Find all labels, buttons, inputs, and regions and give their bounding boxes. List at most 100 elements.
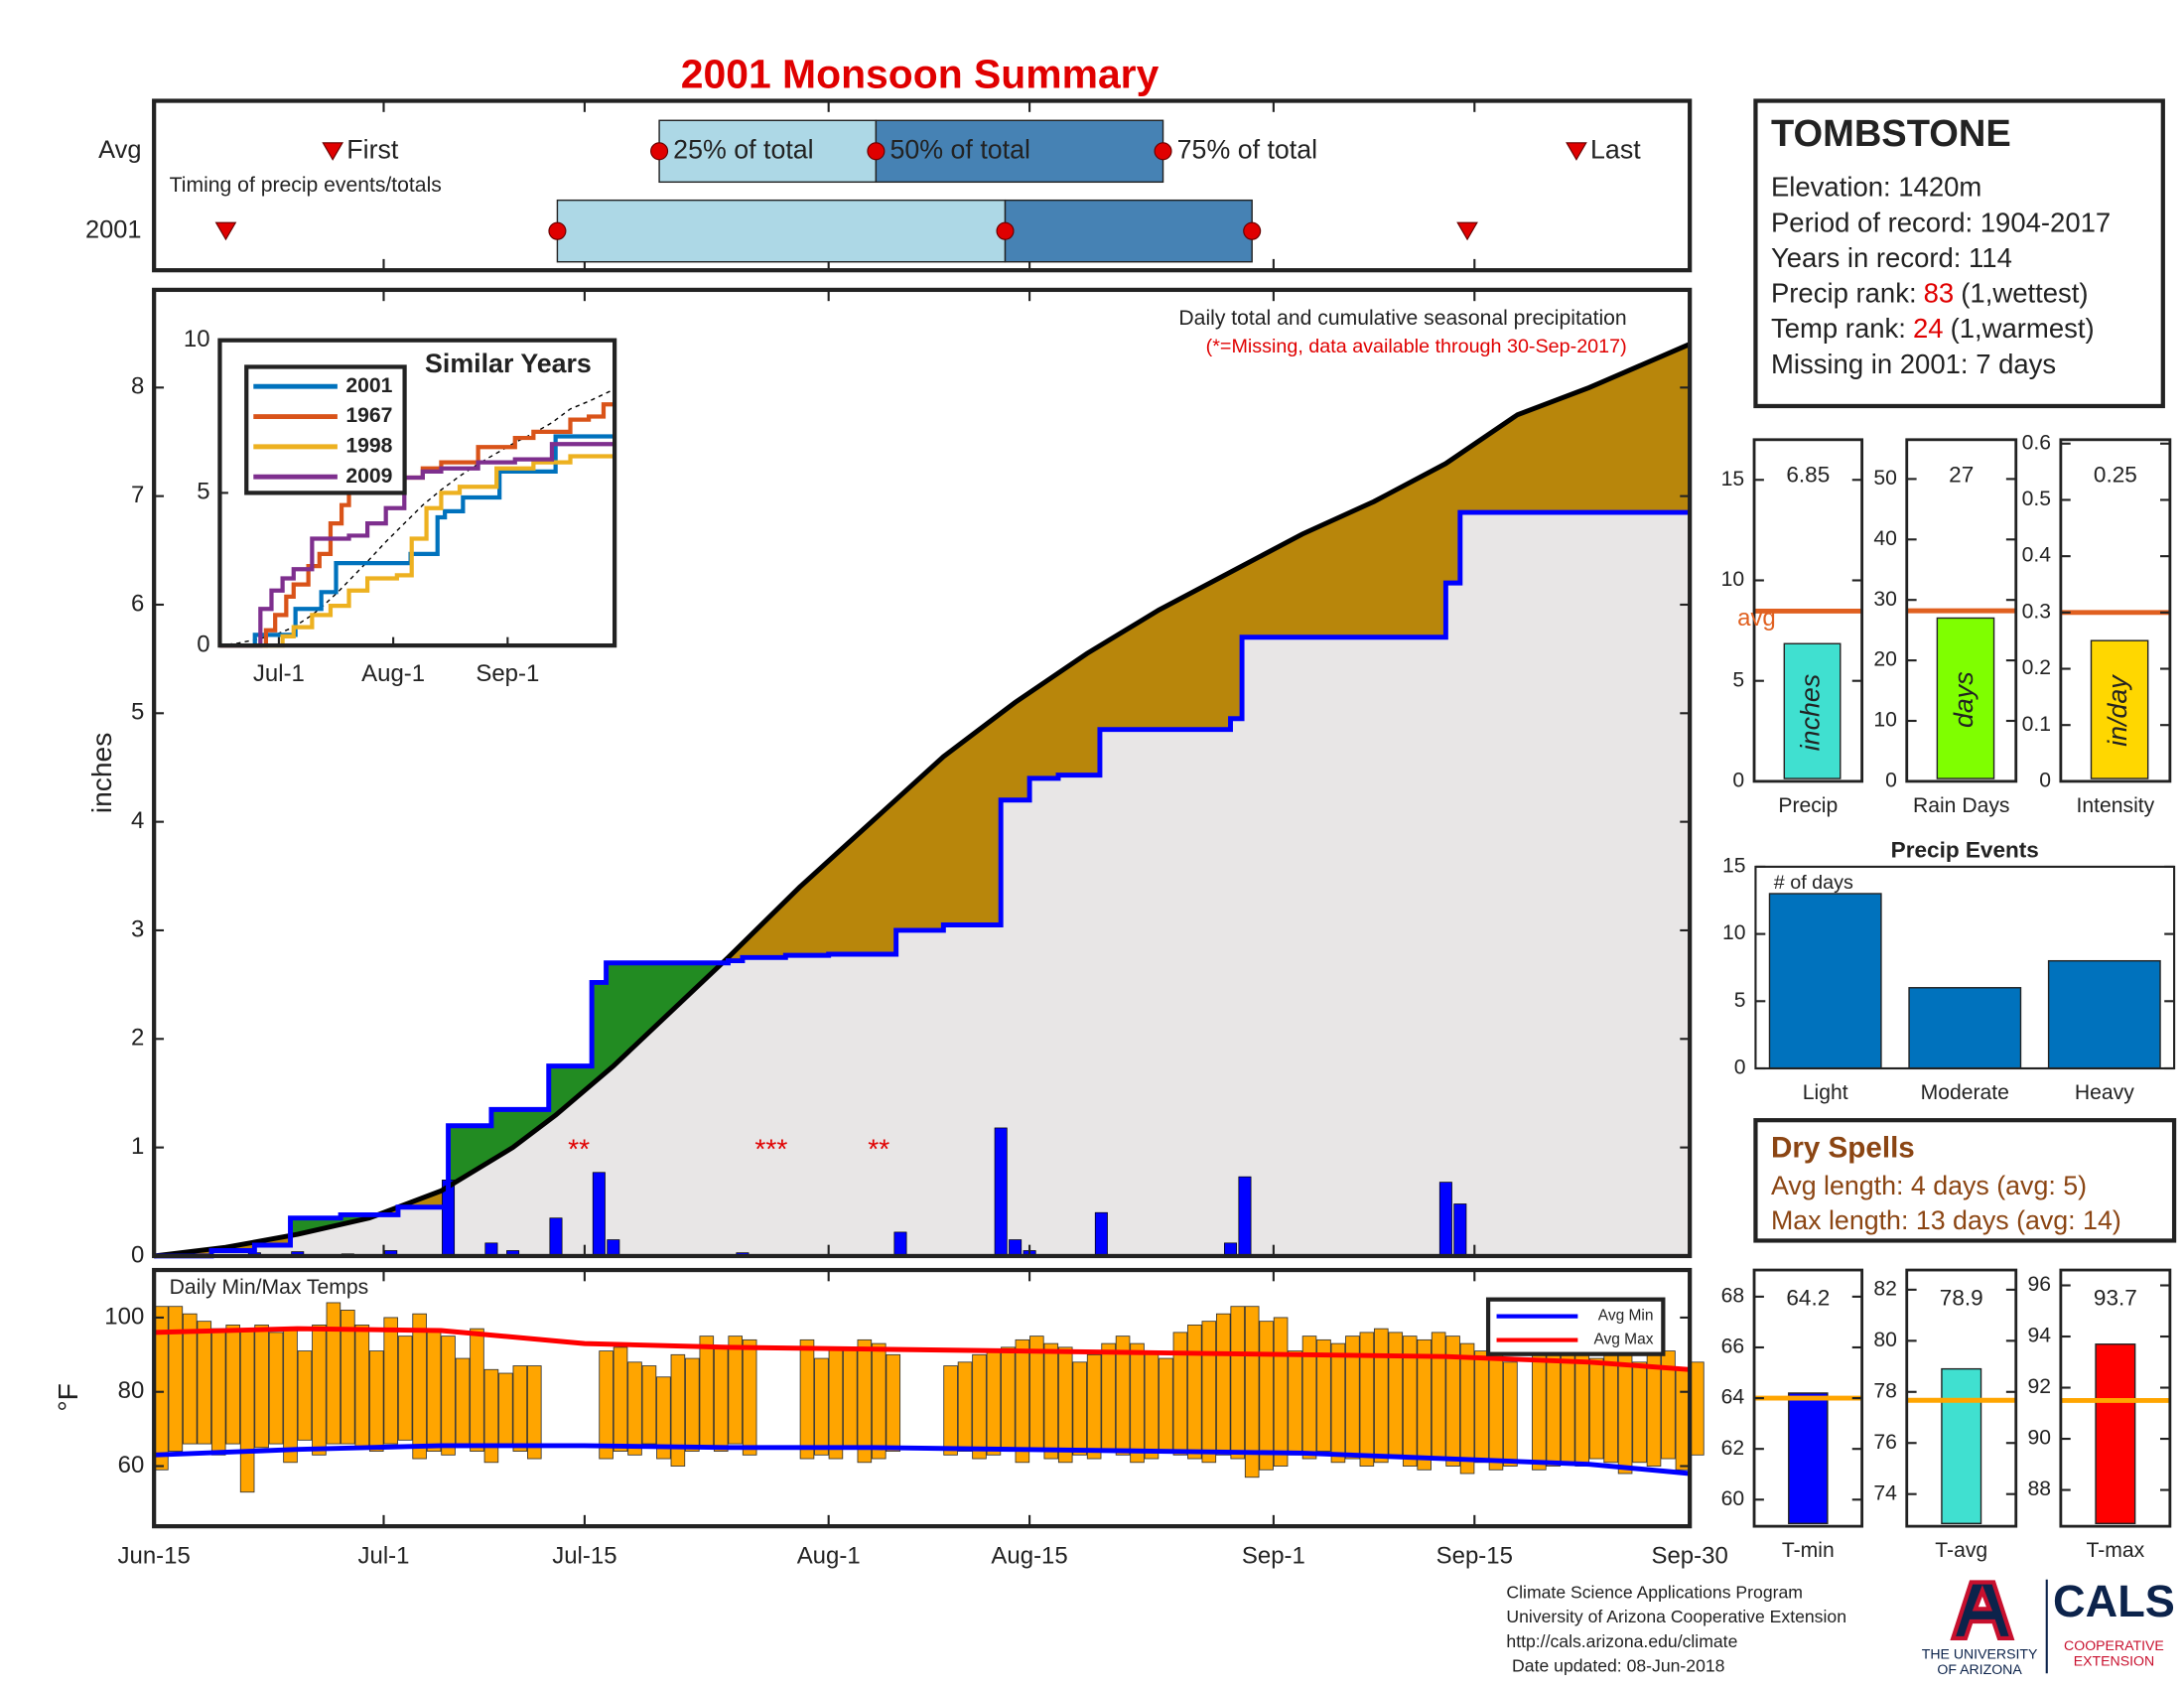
temp-bar: [1230, 1306, 1246, 1460]
row-label: 2001: [85, 215, 141, 243]
temp-bar: [627, 1361, 642, 1456]
temp-bar: [1345, 1336, 1360, 1460]
y-tick-label: 20: [1873, 648, 1897, 671]
y-tick-label: 66: [1721, 1336, 1745, 1358]
temp-bar: [814, 1357, 829, 1456]
marker: [867, 142, 886, 161]
temp-bar: [1445, 1336, 1460, 1467]
value-label: 64.2: [1786, 1286, 1830, 1311]
station-line: Elevation: 1420m: [1771, 172, 1981, 203]
y-tick-label: 80: [1873, 1329, 1897, 1351]
axes-box: [2059, 1268, 2172, 1528]
unit-label: in/day: [2103, 674, 2132, 747]
temp-bar: [857, 1338, 873, 1464]
temp-bar: [254, 1324, 269, 1449]
temp-bar: [168, 1306, 184, 1452]
marker: [1566, 142, 1587, 161]
temp-bar: [1244, 1306, 1260, 1478]
temp-bar: [599, 1350, 614, 1460]
y-tick-label: 5: [1734, 989, 1746, 1012]
marker: [1243, 221, 1262, 240]
x-tick-label: Sep-30: [1652, 1542, 1728, 1569]
axes-box: [1905, 1268, 2018, 1528]
station-box: [1753, 98, 2165, 409]
y-tick-label: 88: [2027, 1477, 2051, 1500]
value-label: 6.85: [1786, 462, 1830, 487]
temp-bar: [527, 1365, 542, 1460]
temp-bar: [656, 1376, 671, 1460]
inset-title: Similar Years: [425, 349, 592, 378]
temp-bar: [1417, 1338, 1432, 1471]
y-tick-label: 2: [131, 1025, 144, 1052]
temp-bar: [1488, 1353, 1504, 1471]
temp-bar: [728, 1336, 743, 1445]
y-tick-label: 100: [104, 1303, 144, 1330]
legend-label: 2009: [345, 465, 392, 488]
temp-bar: [268, 1332, 284, 1445]
daily-bar: [994, 1127, 1008, 1257]
daily-bar: [1238, 1176, 1252, 1257]
y-tick-label: 60: [118, 1452, 145, 1478]
y-tick-label: 5: [1732, 668, 1744, 691]
legend-label: Avg Max: [1593, 1332, 1653, 1348]
marker: [214, 221, 237, 241]
y-tick-label: 76: [1873, 1431, 1897, 1454]
temp-bar: [713, 1346, 729, 1452]
station-rank: 83: [1924, 278, 1955, 309]
annotation: Timing of precip events/totals: [170, 174, 442, 197]
station-note: (1,wettest): [1961, 278, 2088, 309]
temp-bar: [225, 1324, 240, 1445]
y-tick-label: 0: [1885, 769, 1897, 791]
bar: [2095, 1343, 2136, 1525]
chart-title: Precip Events: [1891, 837, 2039, 862]
temp-bar: [512, 1365, 528, 1452]
temp-bar: [957, 1361, 973, 1452]
temp-bar: [1632, 1361, 1647, 1464]
marker: [996, 221, 1015, 240]
x-tick-label: Jul-1: [253, 660, 305, 687]
temp-bar: [986, 1350, 1002, 1456]
station-line: Years in record: 114: [1771, 242, 2012, 273]
daily-bar: [1094, 1211, 1108, 1257]
timing-bar: [658, 119, 878, 184]
temp-bar: [613, 1346, 628, 1452]
y-tick-label: 60: [1721, 1487, 1745, 1510]
temp-bar: [1459, 1342, 1475, 1475]
marker: [548, 221, 567, 240]
value-label: 93.7: [2094, 1286, 2137, 1311]
x-tick-label: Light: [1803, 1081, 1848, 1104]
temp-bar: [368, 1350, 384, 1452]
axes-box: [152, 287, 1693, 1259]
missing-label: ***: [754, 1133, 787, 1165]
temp-bar: [483, 1368, 499, 1464]
y-tick-label: 64: [1721, 1386, 1745, 1409]
temp-bar: [1201, 1321, 1217, 1464]
temp-bar: [1574, 1353, 1590, 1467]
temp-bar: [183, 1313, 198, 1445]
temp-bar: [1359, 1332, 1375, 1467]
y-tick-label: 50: [1873, 467, 1897, 490]
y-tick-label: 5: [131, 699, 144, 726]
y-tick-label: 0.4: [2022, 544, 2052, 567]
temp-bar: [283, 1328, 298, 1464]
x-tick-label: Heavy: [2075, 1081, 2134, 1104]
temp-bar: [1273, 1317, 1289, 1467]
temp-bar: [1001, 1346, 1016, 1449]
logo-text: COOPERATIVE: [2064, 1637, 2164, 1653]
logo-a: [1950, 1580, 2015, 1641]
station-label: Temp rank:: [1771, 313, 1906, 344]
logo-text: THE UNIVERSITY: [1922, 1646, 2038, 1662]
y-tick-label: 78: [1873, 1379, 1897, 1402]
bar: [1936, 617, 1995, 779]
marker-label: First: [346, 134, 399, 164]
x-label: T-min: [1782, 1539, 1835, 1562]
temp-bar: [1301, 1336, 1317, 1460]
bar: [2090, 639, 2149, 779]
cum-line: [154, 509, 1691, 1259]
missing-label: **: [568, 1133, 590, 1165]
axes-box: [152, 98, 1693, 273]
temp-bar: [1043, 1342, 1059, 1460]
marker: [1456, 221, 1478, 241]
logo-cals: CALS: [2053, 1576, 2175, 1626]
temp-bar: [498, 1372, 513, 1445]
